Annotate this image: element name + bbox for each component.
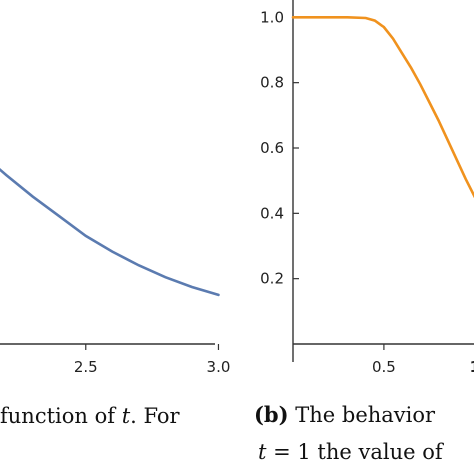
right-y-tick-label: 0.8 [260, 74, 284, 92]
left-caption-text-a: function of [0, 404, 115, 428]
right-x-ticks: 0.51 [372, 344, 474, 376]
right-caption-label: (b) [254, 402, 289, 427]
right-caption-var: t [258, 440, 267, 464]
right-series-group [291, 16, 474, 198]
right-caption-line1: (b) The behavior [254, 402, 435, 427]
right-y-ticks: 0.2 0.4 0.6 0.8 1.0 [260, 8, 299, 288]
right-y-tick-label: 0.4 [260, 204, 284, 222]
left-series-line [0, 168, 220, 297]
left-x-tick-label: 2.5 [74, 358, 98, 376]
left-x-ticks: 2.02.53.0 [74, 344, 231, 376]
left-caption: function of t. For [0, 404, 180, 428]
right-caption-text1: The behavior [295, 403, 436, 427]
right-y-tick-label: 0.6 [260, 139, 284, 157]
right-x-tick-label: 0.5 [372, 358, 396, 376]
left-chart-panel: 2.02.53.0 [0, 168, 231, 376]
right-caption-text2: = 1 the value of [266, 440, 443, 464]
right-y-tick-label: 1.0 [260, 8, 284, 26]
right-chart-panel: 0.20.40.60.81.0 0.51 [260, 0, 474, 376]
left-caption-text-b: . For [130, 404, 180, 428]
right-y-tick-label: 0.2 [260, 270, 284, 288]
right-series-line [291, 16, 474, 198]
right-x-tick-label: 1 [470, 358, 474, 376]
left-caption-var: t [121, 404, 131, 428]
right-caption-line2: t = 1 the value of [258, 440, 443, 464]
left-x-tick-label: 3.0 [207, 358, 231, 376]
left-series-group [0, 168, 220, 297]
